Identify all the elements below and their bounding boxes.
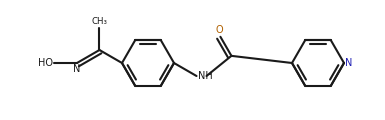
Text: HO: HO [38, 58, 53, 68]
Text: O: O [216, 25, 223, 35]
Text: NH: NH [198, 71, 212, 81]
Text: CH₃: CH₃ [92, 17, 107, 26]
Text: N: N [345, 58, 352, 68]
Text: N: N [73, 64, 80, 74]
